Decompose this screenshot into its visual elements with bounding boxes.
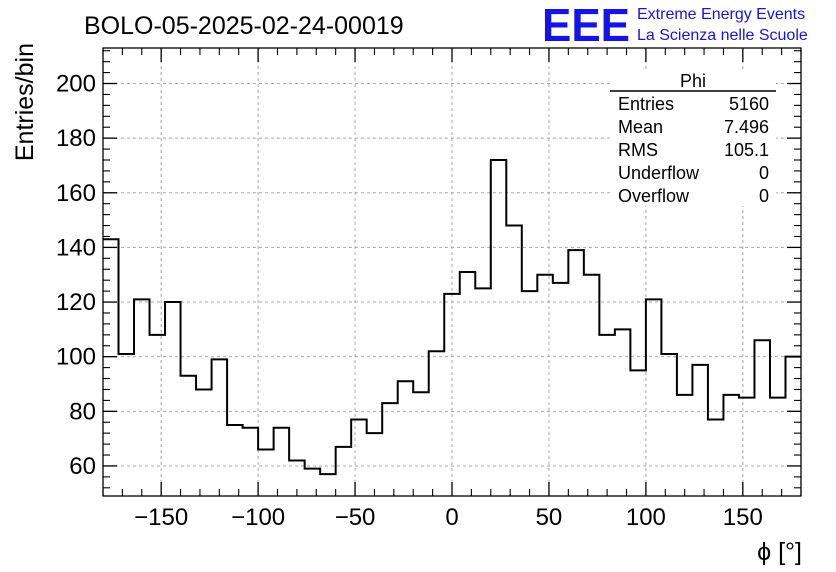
x-tick-label: 100 — [626, 504, 666, 531]
stats-box-background — [610, 72, 776, 206]
stats-row-label: Mean — [618, 117, 663, 137]
stats-row-label: RMS — [618, 140, 658, 160]
x-tick-label: 50 — [536, 504, 563, 531]
x-tick-label: 150 — [723, 504, 763, 531]
stats-row-label: Overflow — [618, 186, 690, 206]
stats-row-value: 7.496 — [724, 117, 769, 137]
x-tick-label: −100 — [231, 504, 285, 531]
x-tick-label: −50 — [335, 504, 376, 531]
eee-logo-mark: EEE — [542, 0, 630, 51]
y-tick-label: 120 — [56, 289, 96, 316]
y-tick-label: 60 — [69, 453, 96, 480]
y-tick-label: 160 — [56, 180, 96, 207]
stats-row-label: Entries — [618, 94, 674, 114]
stats-box: Phi Entries 5160 Mean 7.496 RMS 105.1 Underflo… — [610, 71, 776, 206]
x-tick-label: −150 — [134, 504, 188, 531]
y-tick-label: 180 — [56, 125, 96, 152]
x-tick-label: 0 — [445, 504, 458, 531]
stats-row-label: Underflow — [618, 163, 700, 183]
x-tick-labels: −150 −100 −50 0 50 100 150 — [134, 504, 763, 531]
eee-logo-line2: La Scienza nelle Scuole — [637, 27, 808, 44]
y-tick-label: 100 — [56, 344, 96, 371]
eee-logo: EEE Extreme Energy Events La Scienza nel… — [542, 0, 808, 51]
stats-box-title: Phi — [680, 71, 706, 91]
y-tick-labels: 60 80 100 120 140 160 180 200 — [56, 71, 96, 480]
stats-row-value: 0 — [759, 163, 769, 183]
eee-logo-line1: Extreme Energy Events — [637, 6, 805, 23]
chart-title: BOLO-05-2025-02-24-00019 — [84, 12, 404, 40]
y-tick-label: 140 — [56, 234, 96, 261]
y-tick-label: 200 — [56, 71, 96, 98]
y-axis-label: Entries/bin — [11, 43, 39, 161]
axis-ticks — [102, 48, 802, 496]
x-axis-label: ϕ [°] — [757, 538, 802, 566]
stats-row-value: 105.1 — [724, 140, 769, 160]
y-tick-label: 80 — [69, 398, 96, 425]
stats-row-value: 0 — [759, 186, 769, 206]
stats-box-rows: Entries 5160 Mean 7.496 RMS 105.1 Underflow 0 Ov… — [618, 94, 769, 206]
stats-row-value: 5160 — [729, 94, 769, 114]
histogram-series-line — [103, 159, 801, 476]
